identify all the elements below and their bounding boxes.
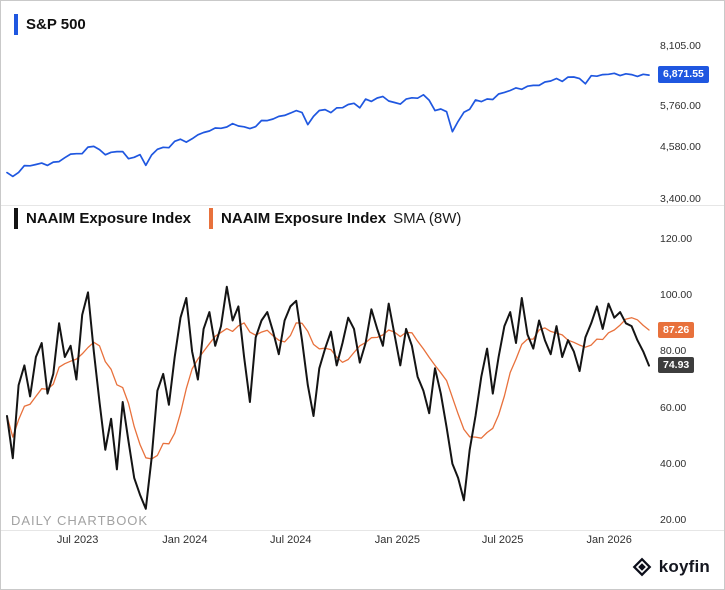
y-tick-label: 60.00 [660, 401, 687, 414]
y-tick-label: 5,760.00 [660, 100, 701, 113]
y-tick-label: 4,580.00 [660, 140, 701, 153]
naaim-sma-legend-color-bar [209, 208, 214, 229]
axis-divider [1, 530, 724, 531]
y-tick-label: 20.00 [660, 514, 687, 526]
sp500-legend-color-bar [14, 14, 18, 35]
koyfin-logo[interactable]: koyfin [632, 557, 710, 577]
panel-divider [1, 205, 724, 206]
naaim-line [6, 285, 650, 510]
naaim-sma-last-badge: 87.26 [658, 321, 695, 339]
koyfin-icon [632, 557, 652, 577]
naaim-sma-line [6, 317, 650, 460]
y-tick-label: 100.00 [660, 289, 693, 302]
naaim-last-badge: 74.93 [658, 356, 695, 374]
y-tick-label: 8,105.00 [660, 40, 701, 52]
legend-naaim[interactable]: NAAIM Exposure Index [14, 208, 191, 229]
x-tick-label: Jan 2025 [374, 534, 420, 546]
legend-naaim-sma[interactable]: NAAIM Exposure Index SMA (8W) [209, 208, 461, 229]
sp500-line [6, 72, 650, 178]
naaim-legend-color-bar [14, 208, 18, 229]
x-tick-label: Jan 2024 [162, 534, 208, 546]
x-tick-label: Jan 2026 [586, 534, 632, 546]
koyfin-wordmark: koyfin [658, 557, 710, 576]
y-tick-label: 3,400.00 [660, 192, 701, 205]
naaim-sma-legend-label: NAAIM Exposure Index [221, 210, 387, 227]
x-tick-label: Jul 2024 [269, 534, 312, 546]
legend-sp500[interactable]: S&P 500 [14, 14, 86, 35]
naaim-sma-legend-suffix: SMA (8W) [393, 210, 462, 227]
watermark: DAILY CHARTBOOK [11, 513, 149, 528]
y-tick-label: 120.00 [660, 233, 693, 245]
x-tick-label: Jul 2023 [56, 534, 99, 546]
naaim-legend-label: NAAIM Exposure Index [26, 210, 192, 227]
y-tick-label: 40.00 [660, 457, 687, 470]
legend-naaim-group: NAAIM Exposure Index NAAIM Exposure Inde… [14, 208, 479, 229]
sp500-last-badge: 6,871.55 [658, 66, 709, 83]
sp500-legend-label: S&P 500 [26, 16, 86, 33]
x-tick-label: Jul 2025 [481, 534, 524, 546]
y-tick-label: 80.00 [660, 345, 687, 358]
